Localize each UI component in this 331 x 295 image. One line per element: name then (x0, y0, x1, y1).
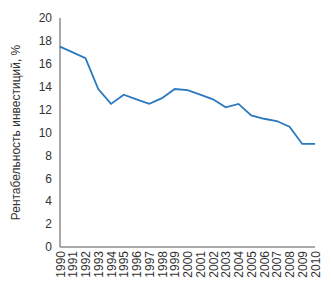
svg-text:2005: 2005 (244, 251, 259, 278)
svg-text:4: 4 (45, 194, 52, 208)
svg-text:1991: 1991 (66, 251, 81, 278)
svg-text:2004: 2004 (232, 251, 246, 278)
svg-text:16: 16 (39, 57, 53, 71)
svg-text:2010: 2010 (309, 251, 323, 278)
svg-text:2002: 2002 (206, 251, 221, 278)
svg-text:2000: 2000 (181, 251, 195, 278)
svg-text:1993: 1993 (91, 251, 106, 278)
svg-text:2009: 2009 (295, 251, 310, 278)
svg-text:6: 6 (45, 172, 52, 186)
svg-text:12: 12 (39, 103, 53, 117)
svg-text:1999: 1999 (168, 251, 183, 278)
svg-text:1992: 1992 (79, 251, 93, 278)
svg-text:1998: 1998 (155, 251, 170, 278)
svg-text:1996: 1996 (130, 251, 144, 278)
svg-text:Рентабельность инвестиций, %: Рентабельность инвестиций, % (9, 44, 23, 220)
svg-text:1990: 1990 (53, 251, 68, 278)
svg-text:14: 14 (39, 80, 53, 94)
svg-text:2003: 2003 (219, 251, 234, 278)
svg-text:2006: 2006 (257, 251, 272, 278)
svg-text:1995: 1995 (117, 251, 132, 278)
svg-text:20: 20 (39, 11, 53, 25)
svg-text:2007: 2007 (270, 251, 285, 278)
svg-text:18: 18 (39, 34, 53, 48)
svg-text:1997: 1997 (142, 251, 157, 278)
svg-text:10: 10 (39, 126, 53, 140)
svg-text:0: 0 (45, 240, 52, 254)
svg-text:1994: 1994 (104, 251, 119, 278)
svg-text:2008: 2008 (283, 251, 297, 278)
svg-text:8: 8 (45, 149, 52, 163)
svg-text:2: 2 (45, 217, 52, 231)
svg-text:2001: 2001 (193, 251, 208, 278)
